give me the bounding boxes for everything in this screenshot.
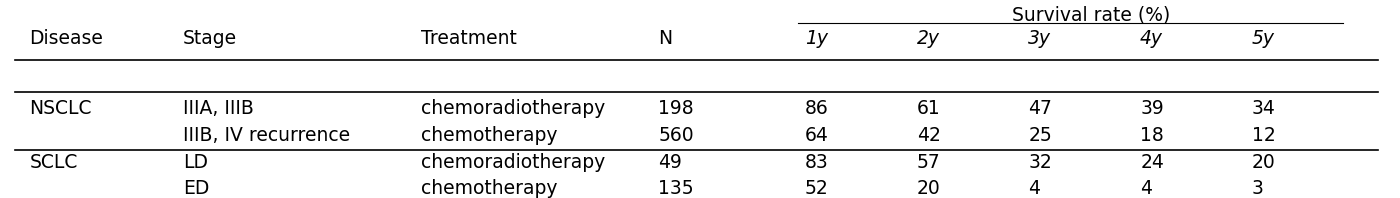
Text: 4: 4	[1029, 179, 1040, 198]
Text: 560: 560	[658, 126, 694, 145]
Text: 1y: 1y	[805, 29, 827, 48]
Text: 25: 25	[1029, 126, 1051, 145]
Text: N: N	[658, 29, 672, 48]
Text: Stage: Stage	[183, 29, 237, 48]
Text: 4y: 4y	[1140, 29, 1163, 48]
Text: Disease: Disease	[29, 29, 104, 48]
Text: 4: 4	[1140, 179, 1152, 198]
Text: 47: 47	[1029, 99, 1053, 118]
Text: chemotherapy: chemotherapy	[420, 179, 557, 198]
Text: 5y: 5y	[1252, 29, 1275, 48]
Text: chemotherapy: chemotherapy	[420, 126, 557, 145]
Text: chemoradiotherapy: chemoradiotherapy	[420, 153, 605, 172]
Text: LD: LD	[183, 153, 209, 172]
Text: IIIA, IIIB: IIIA, IIIB	[183, 99, 253, 118]
Text: 3y: 3y	[1029, 29, 1051, 48]
Text: 49: 49	[658, 153, 682, 172]
Text: 34: 34	[1252, 99, 1275, 118]
Text: 20: 20	[917, 179, 941, 198]
Text: 61: 61	[917, 99, 941, 118]
Text: 32: 32	[1029, 153, 1051, 172]
Text: 39: 39	[1140, 99, 1163, 118]
Text: 2y: 2y	[917, 29, 939, 48]
Text: ED: ED	[183, 179, 210, 198]
Text: 57: 57	[917, 153, 941, 172]
Text: 198: 198	[658, 99, 694, 118]
Text: chemoradiotherapy: chemoradiotherapy	[420, 99, 605, 118]
Text: 24: 24	[1140, 153, 1163, 172]
Text: Survival rate (%): Survival rate (%)	[1012, 5, 1170, 24]
Text: 64: 64	[805, 126, 829, 145]
Text: 42: 42	[917, 126, 941, 145]
Text: SCLC: SCLC	[29, 153, 78, 172]
Text: 18: 18	[1140, 126, 1163, 145]
Text: 20: 20	[1252, 153, 1275, 172]
Text: 12: 12	[1252, 126, 1275, 145]
Text: 86: 86	[805, 99, 829, 118]
Text: NSCLC: NSCLC	[29, 99, 92, 118]
Text: IIIB, IV recurrence: IIIB, IV recurrence	[183, 126, 350, 145]
Text: 83: 83	[805, 153, 829, 172]
Text: 3: 3	[1252, 179, 1264, 198]
Text: 135: 135	[658, 179, 694, 198]
Text: Treatment: Treatment	[420, 29, 517, 48]
Text: 52: 52	[805, 179, 829, 198]
